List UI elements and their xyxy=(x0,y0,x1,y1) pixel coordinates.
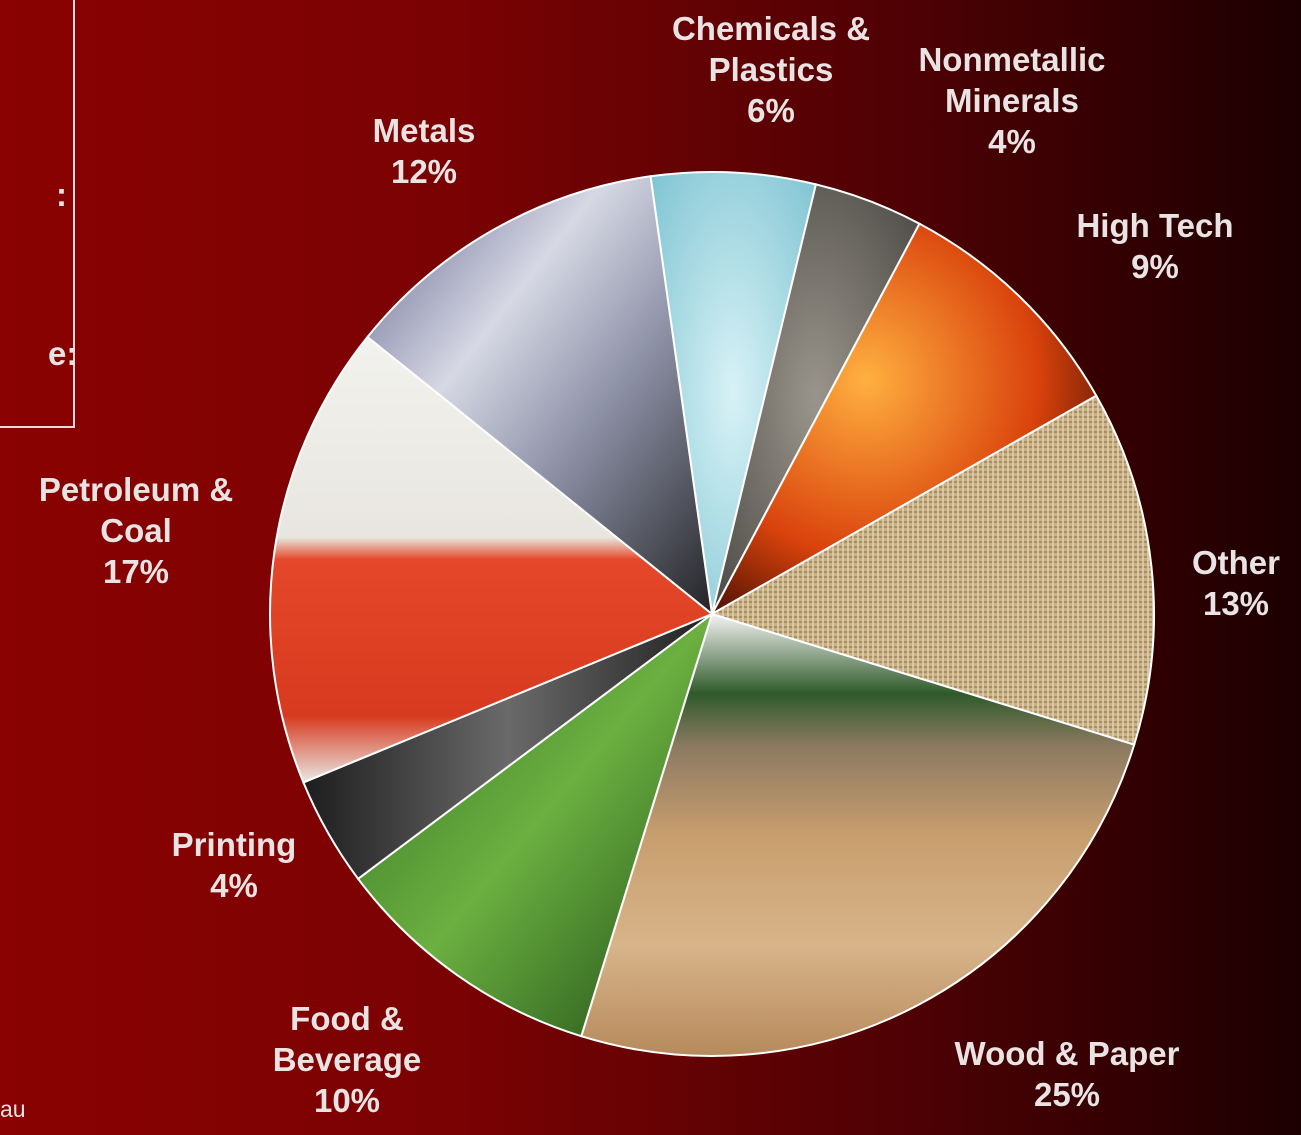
source-note: au xyxy=(0,1096,26,1122)
slice-label-nonmetallic-minerals: Nonmetallic Minerals 4% xyxy=(918,41,1105,160)
legend-box-text-2: e: xyxy=(48,335,78,372)
pie-slice-petroleum-coal xyxy=(269,335,714,784)
slice-label-food-beverage: Food & Beverage 10% xyxy=(273,1000,422,1119)
legend-box-frame xyxy=(0,0,75,428)
slice-label-petroleum-coal: Petroleum & Coal 17% xyxy=(39,471,233,590)
slice-label-other: Other 13% xyxy=(1192,544,1280,622)
legend-box-text-1: : xyxy=(56,176,67,213)
pie-slice-food-beverage xyxy=(356,611,714,1038)
pie-slice-chemicals-plastics xyxy=(649,171,818,615)
pie-slice-metals xyxy=(366,175,714,617)
slice-label-printing: Printing 4% xyxy=(172,826,297,904)
pie-labels: Chemicals & Plastics 6% Nonmetallic Minerals… xyxy=(39,10,1280,1119)
pie-slices xyxy=(269,171,1155,1057)
pie-slice-high-tech xyxy=(709,222,1098,617)
slice-label-high-tech: High Tech 9% xyxy=(1076,207,1233,285)
slice-label-wood-paper: Wood & Paper 25% xyxy=(955,1035,1180,1113)
pie-slice-wood-paper xyxy=(580,612,1136,1057)
slice-label-chemicals-plastics: Chemicals & Plastics 6% xyxy=(672,10,870,129)
pie-slice-other xyxy=(709,394,1155,746)
slice-label-metals: Metals 12% xyxy=(373,112,476,190)
